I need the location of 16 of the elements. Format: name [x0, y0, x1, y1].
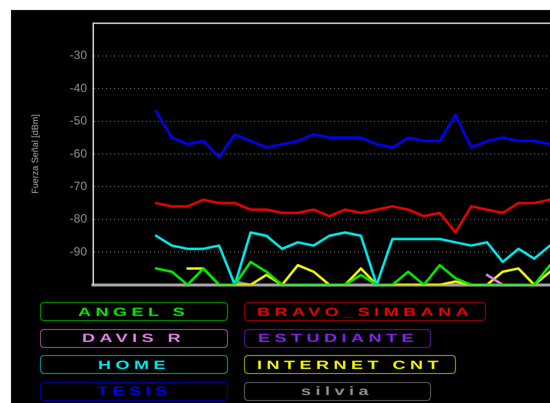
text: DAVIS R	[82, 331, 186, 345]
y-tick-label: -60	[70, 146, 88, 160]
text: BRAVO_SIMBANA	[257, 304, 474, 318]
y-tick-label: -70	[70, 179, 88, 194]
text: TESIS	[96, 384, 172, 398]
text: HOME	[98, 358, 170, 372]
y-tick-label: -30	[70, 48, 88, 62]
y-tick-label: -80	[70, 212, 88, 226]
y-tick-label: -90	[70, 244, 88, 258]
y-axis-title: Fuerza Señal [dBm]	[30, 114, 40, 194]
y-tick-label: -40	[70, 80, 88, 95]
text: INTERNET CNT	[257, 358, 443, 372]
legend-label: ESTUDIANTE	[258, 331, 418, 345]
text: silvia	[301, 384, 374, 398]
y-tick-label: -50	[70, 114, 88, 128]
series-label: ANGEL S	[78, 304, 190, 318]
